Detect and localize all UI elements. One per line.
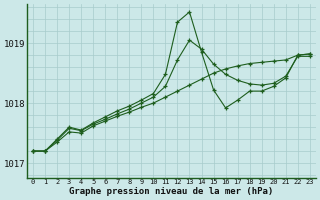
X-axis label: Graphe pression niveau de la mer (hPa): Graphe pression niveau de la mer (hPa)	[69, 187, 274, 196]
